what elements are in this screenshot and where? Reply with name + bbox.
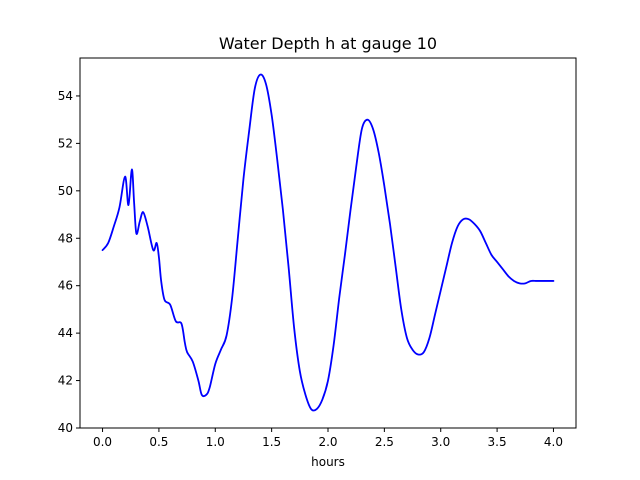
x-tick-label: 1.5 bbox=[262, 435, 281, 449]
x-tick-label: 3.5 bbox=[488, 435, 507, 449]
x-tick-label: 0.5 bbox=[149, 435, 168, 449]
y-tick-label: 54 bbox=[58, 89, 73, 103]
x-axis-ticks: 0.0 0.5 1.0 1.5 2.0 2.5 3.0 3.5 4.0 bbox=[93, 428, 563, 449]
y-tick-label: 52 bbox=[58, 136, 73, 150]
x-tick-label: 4.0 bbox=[544, 435, 563, 449]
y-tick-label: 48 bbox=[58, 231, 73, 245]
y-tick-label: 44 bbox=[58, 326, 73, 340]
x-tick-label: 2.5 bbox=[375, 435, 394, 449]
x-tick-label: 2.0 bbox=[318, 435, 337, 449]
chart-title: Water Depth h at gauge 10 bbox=[219, 34, 437, 53]
x-axis-label: hours bbox=[311, 455, 345, 469]
x-tick-label: 3.0 bbox=[431, 435, 450, 449]
y-tick-label: 50 bbox=[58, 184, 73, 198]
plot-area bbox=[80, 58, 576, 428]
y-tick-label: 40 bbox=[58, 421, 73, 435]
x-tick-label: 1.0 bbox=[206, 435, 225, 449]
x-tick-label: 0.0 bbox=[93, 435, 112, 449]
y-axis-ticks: 40 42 44 46 48 50 52 54 bbox=[58, 89, 80, 435]
y-tick-label: 46 bbox=[58, 279, 73, 293]
series-layer bbox=[101, 73, 555, 412]
plot-frame bbox=[79, 57, 577, 429]
y-tick-label: 42 bbox=[58, 374, 73, 388]
series-line bbox=[101, 73, 555, 412]
